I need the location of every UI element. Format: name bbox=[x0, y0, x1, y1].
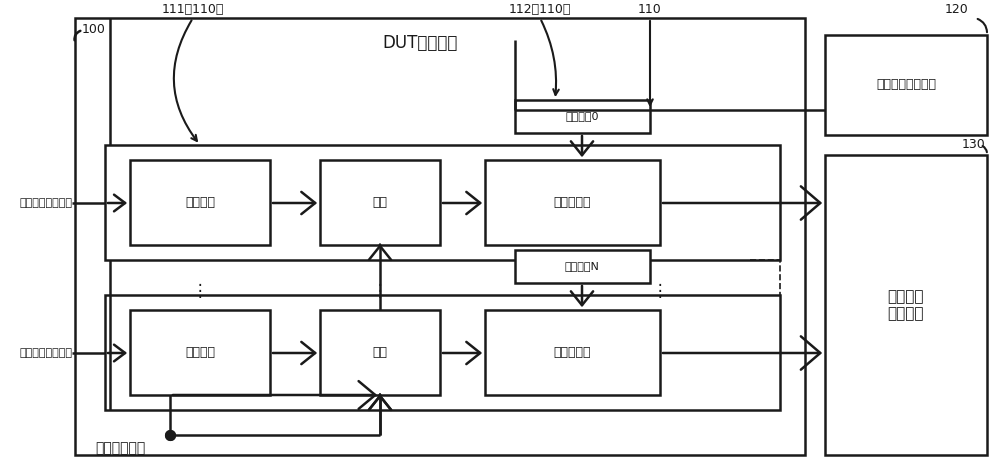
Text: 120: 120 bbox=[944, 3, 968, 17]
Text: 110: 110 bbox=[638, 3, 662, 17]
Text: ⋮: ⋮ bbox=[192, 282, 208, 300]
Text: 采样: 采样 bbox=[372, 347, 388, 359]
Text: 第一缓存器: 第一缓存器 bbox=[553, 196, 591, 210]
Text: 发送时钟信号: 发送时钟信号 bbox=[95, 441, 145, 455]
Bar bbox=[485, 160, 660, 245]
Text: ⋮: ⋮ bbox=[652, 282, 668, 300]
Text: 用户测试
逗辑模块: 用户测试 逗辑模块 bbox=[888, 289, 924, 321]
Text: 111（110）: 111（110） bbox=[162, 3, 224, 17]
Bar bbox=[105, 145, 780, 260]
Text: 100: 100 bbox=[82, 24, 106, 36]
Bar bbox=[75, 18, 805, 455]
Text: 延时模块: 延时模块 bbox=[185, 347, 215, 359]
Bar bbox=[105, 295, 780, 410]
Bar bbox=[515, 250, 650, 283]
Text: 接收测试数据信号: 接收测试数据信号 bbox=[19, 348, 72, 358]
Text: 采样: 采样 bbox=[372, 196, 388, 210]
Bar bbox=[515, 100, 650, 133]
Text: ⋮: ⋮ bbox=[372, 282, 388, 300]
Text: 延时模块: 延时模块 bbox=[185, 196, 215, 210]
Bar bbox=[130, 310, 270, 395]
Bar bbox=[130, 160, 270, 245]
Text: 接收电路N: 接收电路N bbox=[565, 261, 599, 271]
Text: 第一缓存器: 第一缓存器 bbox=[553, 347, 591, 359]
Bar bbox=[825, 155, 987, 455]
Bar bbox=[825, 35, 987, 135]
Text: DUT被测芯片: DUT被测芯片 bbox=[382, 34, 458, 52]
Text: 130: 130 bbox=[961, 139, 985, 151]
Text: 数据读取控制模块: 数据读取控制模块 bbox=[876, 79, 936, 91]
Bar bbox=[320, 160, 440, 245]
Bar bbox=[485, 310, 660, 395]
Text: 接收电路0: 接收电路0 bbox=[565, 111, 599, 121]
Text: 112（110）: 112（110） bbox=[509, 3, 571, 17]
Text: 接收测试数据信号: 接收测试数据信号 bbox=[19, 198, 72, 208]
Bar bbox=[320, 310, 440, 395]
